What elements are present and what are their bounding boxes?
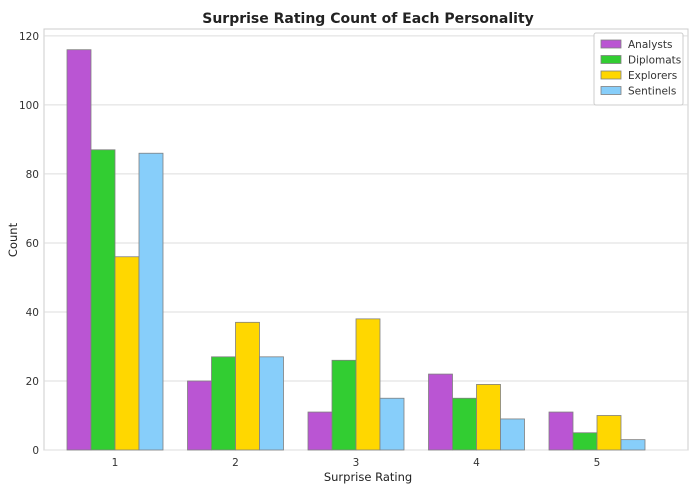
bar-analysts-4	[428, 373, 453, 451]
bar-explorers-4	[476, 384, 501, 451]
bar-diplomats-2	[211, 356, 236, 451]
bar-analysts-5	[548, 411, 574, 451]
bar-analysts-2	[187, 380, 212, 451]
x-tick-label: 3	[353, 457, 360, 469]
bar-sentinels-5	[620, 439, 646, 451]
bar-analysts-3	[307, 411, 333, 451]
y-tick-label: 40	[26, 307, 39, 319]
chart-title: Surprise Rating Count of Each Personalit…	[202, 11, 534, 27]
bar-sentinels-1	[138, 152, 164, 451]
bar-explorers-2	[235, 321, 260, 451]
legend-label-diplomats: Diplomats	[628, 55, 681, 67]
y-axis-ticks: 0 20 40 60 80 100 120	[19, 31, 39, 457]
y-tick-label: 0	[32, 445, 39, 457]
x-axis-ticks: 1 2 3 4 5	[112, 457, 601, 469]
y-tick-label: 20	[26, 376, 39, 388]
y-axis-label: Count	[6, 222, 20, 257]
legend: Analysts Diplomats Explorers Sentinels	[593, 32, 684, 106]
bar-explorers-1	[114, 256, 140, 451]
y-tick-label: 120	[19, 31, 39, 43]
legend-swatch-analysts	[600, 39, 622, 49]
legend-label-sentinels: Sentinels	[628, 86, 676, 98]
legend-label-explorers: Explorers	[628, 70, 677, 82]
bar-diplomats-3	[331, 359, 357, 451]
legend-swatch-explorers	[600, 70, 622, 80]
bar-diplomats-1	[90, 149, 116, 451]
y-tick-label: 60	[26, 238, 39, 250]
bar-analysts-1	[66, 49, 92, 451]
bar-sentinels-2	[259, 356, 284, 451]
bar-diplomats-4	[452, 397, 477, 451]
bar-sentinels-3	[379, 397, 405, 451]
bar-explorers-3	[355, 318, 381, 451]
bar-diplomats-5	[572, 432, 598, 451]
x-tick-label: 2	[232, 457, 239, 469]
bar-explorers-5	[596, 415, 622, 451]
legend-swatch-sentinels	[600, 86, 622, 95]
legend-label-analysts: Analysts	[628, 39, 672, 51]
bar-sentinels-4	[500, 418, 525, 451]
x-tick-label: 4	[473, 457, 480, 469]
bars	[66, 49, 646, 451]
x-tick-label: 1	[112, 457, 119, 469]
y-tick-label: 100	[19, 100, 39, 112]
legend-swatch-diplomats	[600, 55, 622, 64]
y-tick-label: 80	[26, 169, 39, 181]
x-axis-label: Surprise Rating	[324, 470, 412, 484]
x-tick-label: 5	[594, 457, 601, 469]
